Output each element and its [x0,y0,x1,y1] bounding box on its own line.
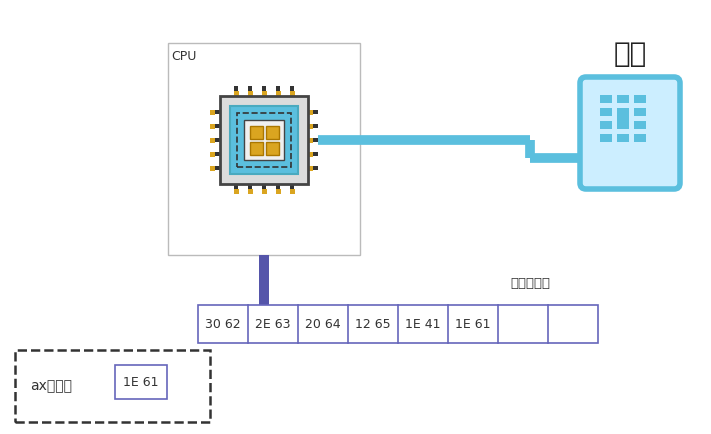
Bar [308,152,318,156]
Text: 1E 41: 1E 41 [405,318,441,331]
Bar [308,165,313,171]
Bar [233,189,238,194]
Text: 1E 61: 1E 61 [123,375,159,388]
Text: CPU: CPU [171,50,196,63]
Bar [210,138,220,142]
Bar [617,95,629,103]
Bar [276,184,280,194]
Text: 2E 63: 2E 63 [255,318,291,331]
Bar [210,124,215,128]
Bar [259,255,269,305]
Bar [168,43,360,255]
Bar [275,91,281,96]
Bar [247,91,252,96]
Bar [210,165,215,171]
Bar [262,86,266,96]
Text: 30 62: 30 62 [205,318,241,331]
Bar [290,184,294,194]
Bar [250,125,262,138]
Bar [600,134,612,142]
Bar [15,350,210,422]
Text: 12 65: 12 65 [356,318,391,331]
Bar [210,152,220,156]
Bar [308,166,318,170]
Bar [234,184,238,194]
Bar [308,138,313,142]
Bar [234,86,238,96]
Bar [289,91,294,96]
Bar [115,365,167,399]
Bar [244,120,284,160]
Bar [230,106,298,174]
Bar [262,184,266,194]
Bar [275,189,281,194]
Bar [210,124,220,128]
Bar [634,134,646,142]
Bar [233,91,238,96]
Bar [262,91,267,96]
Bar [634,95,646,103]
Bar [600,121,612,129]
Bar [600,95,612,103]
Bar [276,86,280,96]
Bar [220,96,308,184]
Text: 键盘缓冲区: 键盘缓冲区 [510,277,550,290]
Bar [617,108,629,129]
Bar [308,109,313,115]
Bar [265,125,279,138]
Text: 1E 61: 1E 61 [455,318,491,331]
Bar [289,189,294,194]
Bar [308,138,318,142]
Bar [308,151,313,157]
Bar [265,141,279,155]
Bar [308,124,318,128]
Bar [308,110,318,114]
Bar [198,305,598,343]
Bar [210,151,215,157]
Text: 20 64: 20 64 [305,318,341,331]
Text: ax寄存器: ax寄存器 [30,379,72,393]
Bar [290,86,294,96]
FancyBboxPatch shape [580,77,680,189]
Text: 键盘: 键盘 [614,40,646,68]
Bar [210,109,215,115]
Bar [634,108,646,116]
Bar [237,113,291,167]
Bar [600,108,612,116]
Bar [210,110,220,114]
Bar [248,86,252,96]
Bar [250,141,262,155]
Bar [247,189,252,194]
Bar [210,138,215,142]
Bar [248,184,252,194]
Bar [634,121,646,129]
Bar [210,166,220,170]
Bar [308,124,313,128]
Bar [262,189,267,194]
Bar [617,134,629,142]
